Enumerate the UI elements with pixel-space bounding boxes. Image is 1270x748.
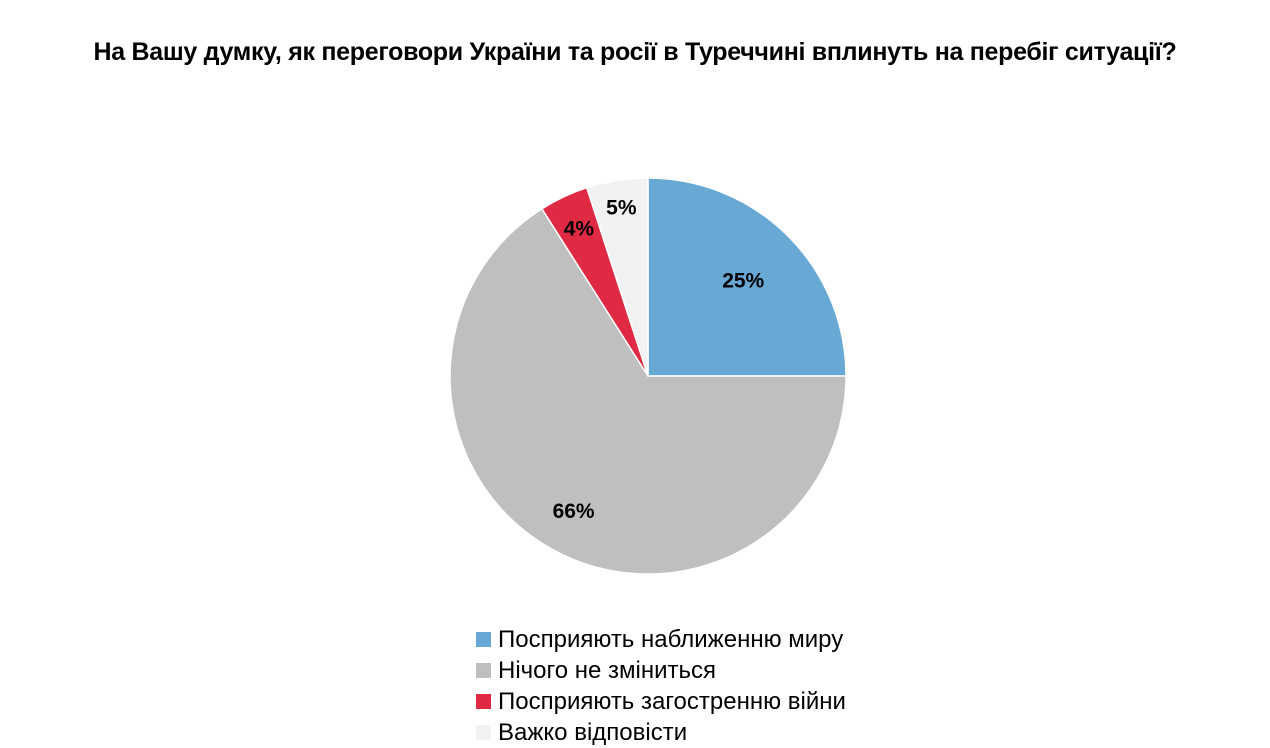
legend-swatch <box>476 694 491 709</box>
legend-label: Посприяють наближенню миру <box>498 626 844 653</box>
legend-swatch <box>476 725 491 740</box>
legend-swatch <box>476 632 491 647</box>
legend-item: Важко відповісти <box>476 717 846 748</box>
pie-slice <box>449 207 847 575</box>
legend-label: Важко відповісти <box>498 719 688 746</box>
legend: Посприяють наближенню миру Нічого не змі… <box>476 624 846 748</box>
pie-slices <box>449 177 847 575</box>
pie-slice <box>647 177 847 377</box>
slice-data-label: 4% <box>564 218 595 241</box>
pie-slice <box>585 177 649 377</box>
slice-data-label: 5% <box>606 196 637 219</box>
legend-label: Посприяють загостренню війни <box>498 688 846 715</box>
legend-item: Посприяють наближенню миру <box>476 624 846 655</box>
slice-data-label: 25% <box>722 269 764 292</box>
legend-item: Нічого не зміниться <box>476 655 846 686</box>
chart-title: На Вашу думку, як переговори України та … <box>93 38 1177 66</box>
slice-data-label: 66% <box>553 500 595 523</box>
legend-item: Посприяють загостренню війни <box>476 686 846 717</box>
legend-swatch <box>476 663 491 678</box>
legend-label: Нічого не зміниться <box>498 657 717 684</box>
pie-labels: 25% 66% 4% 5% <box>553 196 765 523</box>
